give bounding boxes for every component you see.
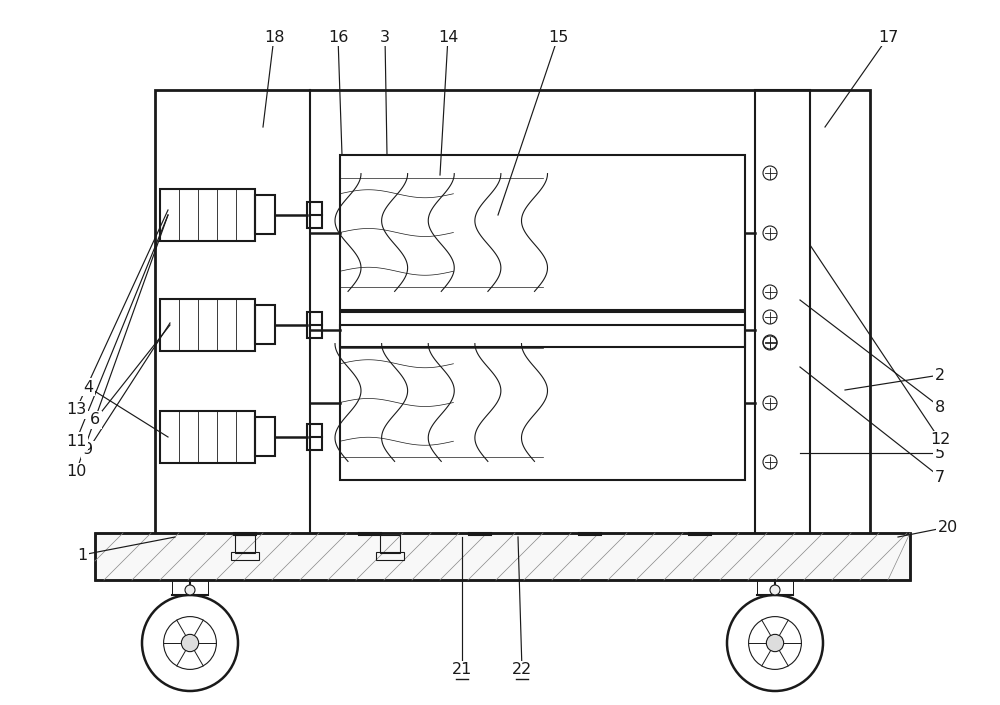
- Text: 16: 16: [328, 30, 348, 44]
- Bar: [307, 312, 322, 338]
- Bar: [380, 535, 400, 553]
- Bar: [255, 417, 275, 456]
- Circle shape: [185, 585, 195, 595]
- Bar: [255, 195, 275, 234]
- Bar: [95, 533, 910, 580]
- Text: 21: 21: [452, 663, 472, 678]
- Text: 10: 10: [66, 465, 86, 479]
- Bar: [155, 90, 870, 535]
- Text: 6: 6: [90, 412, 100, 427]
- Text: 4: 4: [83, 379, 93, 395]
- Bar: [160, 299, 255, 351]
- Text: 7: 7: [935, 470, 945, 484]
- Circle shape: [770, 585, 780, 595]
- Bar: [160, 189, 255, 241]
- Bar: [160, 411, 255, 463]
- Bar: [95, 533, 910, 580]
- Text: 15: 15: [548, 30, 568, 44]
- Bar: [307, 424, 322, 450]
- Circle shape: [766, 634, 784, 651]
- Circle shape: [181, 634, 199, 651]
- Text: 11: 11: [66, 434, 86, 448]
- Text: 17: 17: [878, 30, 898, 44]
- Text: 9: 9: [83, 443, 93, 458]
- Text: 12: 12: [930, 432, 950, 448]
- Text: 3: 3: [380, 30, 390, 44]
- Bar: [231, 552, 259, 560]
- Text: 2: 2: [935, 367, 945, 383]
- Text: 20: 20: [938, 520, 958, 534]
- Text: 5: 5: [935, 446, 945, 460]
- Bar: [376, 552, 404, 560]
- Text: 18: 18: [264, 30, 284, 44]
- Text: 14: 14: [438, 30, 458, 44]
- Bar: [255, 305, 275, 344]
- Bar: [235, 535, 255, 553]
- Bar: [340, 312, 745, 347]
- Bar: [755, 90, 810, 535]
- Bar: [340, 155, 745, 310]
- Text: 22: 22: [512, 663, 532, 678]
- Bar: [307, 202, 322, 228]
- Text: 1: 1: [77, 548, 87, 563]
- Bar: [340, 325, 745, 480]
- Text: 13: 13: [66, 403, 86, 417]
- Text: 8: 8: [935, 400, 945, 415]
